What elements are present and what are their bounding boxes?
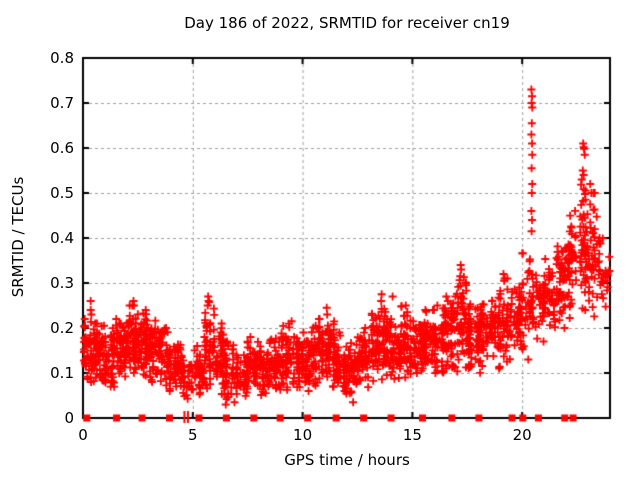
y-tick-label: 0: [64, 409, 74, 427]
x-tick-label: 10: [293, 426, 313, 444]
y-tick-label: 0.8: [50, 49, 74, 67]
y-tick-label: 0.5: [50, 184, 74, 202]
y-tick-label: 0.2: [50, 319, 74, 337]
y-tick-label: 0.3: [50, 274, 74, 292]
y-axis-label: SRMTID / TECUs: [9, 176, 27, 298]
y-tick-label: 0.4: [50, 229, 74, 247]
x-tick-label: 20: [512, 426, 532, 444]
x-tick-label: 5: [188, 426, 198, 444]
x-tick-label: 15: [402, 426, 422, 444]
y-tick-label: 0.7: [50, 94, 74, 112]
x-tick-label: 0: [78, 426, 88, 444]
y-tick-label: 0.6: [50, 139, 74, 157]
y-tick-label: 0.1: [50, 364, 74, 382]
chart-title: Day 186 of 2022, SRMTID for receiver cn1…: [184, 14, 510, 32]
x-axis-label: GPS time / hours: [284, 451, 410, 469]
